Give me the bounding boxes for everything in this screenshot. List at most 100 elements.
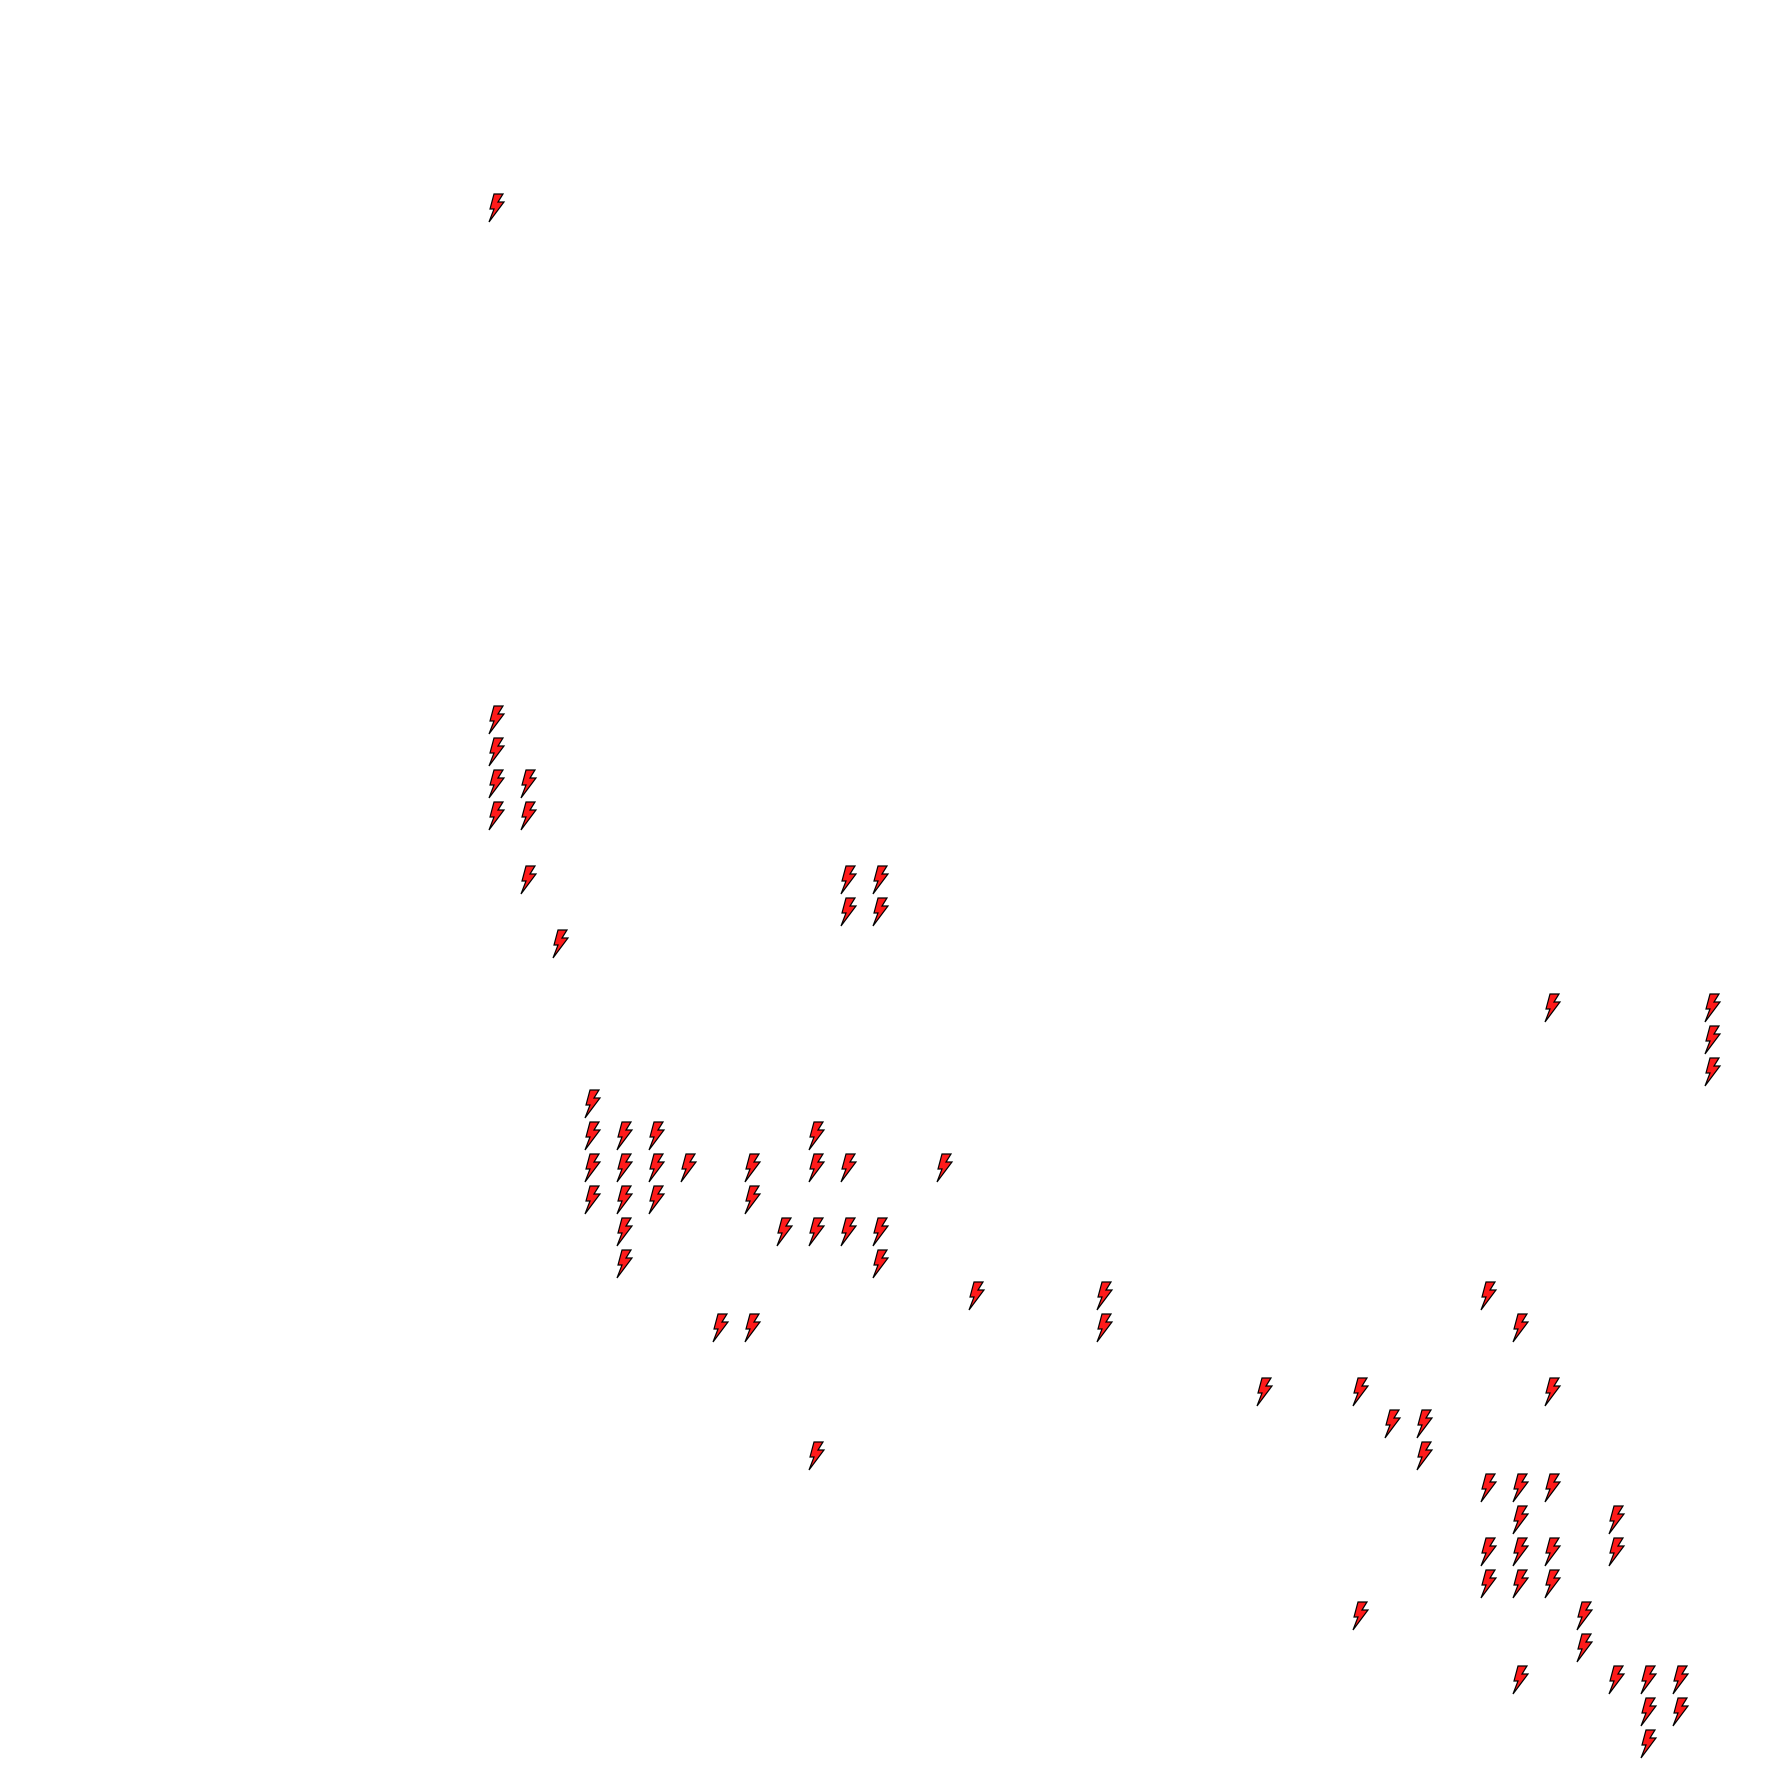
bolt-tile <box>1664 1696 1696 1728</box>
lightning-bolt-icon <box>1512 1537 1530 1567</box>
bolt-tile <box>608 1216 640 1248</box>
bolt-tile <box>1088 1312 1120 1344</box>
bolt-tile <box>1504 1568 1536 1600</box>
lightning-bolt-icon <box>840 865 858 895</box>
bolt-tile <box>576 1184 608 1216</box>
bolt-tile <box>1344 1376 1376 1408</box>
lightning-bolt-icon <box>1544 1569 1562 1599</box>
bolt-tile <box>1088 1280 1120 1312</box>
lightning-bolt-icon <box>840 897 858 927</box>
lightning-bolt-icon <box>1704 1025 1722 1055</box>
lightning-bolt-icon <box>1512 1569 1530 1599</box>
bolt-tile <box>736 1152 768 1184</box>
bolt-tile <box>1472 1536 1504 1568</box>
lightning-bolt-icon <box>968 1281 986 1311</box>
bolt-tile <box>1568 1632 1600 1664</box>
bolt-tile <box>704 1312 736 1344</box>
lightning-bolt-icon <box>680 1153 698 1183</box>
bolt-tile <box>1536 1376 1568 1408</box>
lightning-bolt-icon <box>936 1153 954 1183</box>
lightning-bolt-icon <box>1640 1665 1658 1695</box>
bolt-tile <box>1504 1472 1536 1504</box>
bolt-tile <box>864 1216 896 1248</box>
bolt-tile <box>480 736 512 768</box>
lightning-bolt-icon <box>1480 1281 1498 1311</box>
lightning-bolt-icon <box>1704 1057 1722 1087</box>
bolt-tile <box>1536 1568 1568 1600</box>
bolt-tile <box>1504 1536 1536 1568</box>
bolt-tile <box>768 1216 800 1248</box>
lightning-bolt-icon <box>616 1121 634 1151</box>
bolt-tile <box>800 1440 832 1472</box>
bolt-tile <box>1536 1536 1568 1568</box>
bolt-tile <box>608 1248 640 1280</box>
lightning-bolt-icon <box>648 1185 666 1215</box>
lightning-bolt-icon <box>616 1153 634 1183</box>
bolt-tile <box>608 1184 640 1216</box>
lightning-bolt-icon <box>872 897 890 927</box>
bolt-tile <box>1632 1728 1664 1760</box>
bolt-tile <box>1696 1024 1728 1056</box>
bolt-tile <box>1248 1376 1280 1408</box>
lightning-bolt-icon <box>488 705 506 735</box>
lightning-bolt-icon <box>1608 1537 1626 1567</box>
lightning-bolt-icon <box>648 1121 666 1151</box>
bolt-tile <box>1600 1504 1632 1536</box>
lightning-bolt-icon <box>1512 1313 1530 1343</box>
lightning-bolt-icon <box>488 769 506 799</box>
bolt-tile <box>1600 1536 1632 1568</box>
lightning-bolt-icon <box>1352 1377 1370 1407</box>
bolt-tile <box>1408 1408 1440 1440</box>
bolt-tile <box>736 1312 768 1344</box>
bolt-tile <box>512 864 544 896</box>
bolt-tile <box>800 1152 832 1184</box>
lightning-bolt-icon <box>840 1217 858 1247</box>
bolt-tile <box>640 1184 672 1216</box>
lightning-bolt-icon <box>744 1185 762 1215</box>
bolt-tile <box>1376 1408 1408 1440</box>
bolt-tile <box>480 192 512 224</box>
bolt-tile <box>480 768 512 800</box>
bolt-tile <box>1472 1280 1504 1312</box>
lightning-bolt-icon <box>1512 1505 1530 1535</box>
bolt-tile <box>608 1120 640 1152</box>
lightning-bolt-icon <box>808 1217 826 1247</box>
lightning-bolt-icon <box>1480 1569 1498 1599</box>
bolt-tile <box>640 1120 672 1152</box>
lightning-bolt-icon <box>1704 993 1722 1023</box>
lightning-bolt-icon <box>520 865 538 895</box>
lightning-bolt-icon <box>840 1153 858 1183</box>
bolt-tile <box>736 1184 768 1216</box>
lightning-bolt-icon <box>1096 1313 1114 1343</box>
bolt-tile <box>1696 1056 1728 1088</box>
lightning-bolt-icon <box>648 1153 666 1183</box>
lightning-bolt-icon <box>1416 1409 1434 1439</box>
lightning-bolt-icon <box>1640 1697 1658 1727</box>
bolt-tile <box>576 1120 608 1152</box>
lightning-bolt-icon <box>1608 1505 1626 1535</box>
bolt-tile <box>1504 1312 1536 1344</box>
bolt-tile <box>1696 992 1728 1024</box>
lightning-bolt-icon <box>1672 1697 1690 1727</box>
bolt-tile <box>512 800 544 832</box>
bolt-tile <box>480 800 512 832</box>
bolt-tile <box>1632 1696 1664 1728</box>
lightning-bolt-icon <box>1480 1537 1498 1567</box>
bolt-tile <box>1408 1440 1440 1472</box>
lightning-bolt-icon <box>1576 1601 1594 1631</box>
lightning-bolt-icon <box>1512 1665 1530 1695</box>
lightning-bolt-icon <box>1384 1409 1402 1439</box>
lightning-bolt-icon <box>776 1217 794 1247</box>
lightning-bolt-icon <box>1640 1729 1658 1759</box>
lightning-bolt-icon <box>488 193 506 223</box>
lightning-bolt-icon <box>520 769 538 799</box>
lightning-bolt-icon <box>520 801 538 831</box>
bolt-tile <box>1536 992 1568 1024</box>
lightning-bolt-icon <box>616 1217 634 1247</box>
lightning-bolt-icon <box>584 1121 602 1151</box>
lightning-bolt-icon <box>872 1217 890 1247</box>
lightning-bolt-icon <box>616 1249 634 1279</box>
bolt-tile <box>832 864 864 896</box>
lightning-bolt-icon <box>488 801 506 831</box>
bolt-tile <box>1472 1568 1504 1600</box>
